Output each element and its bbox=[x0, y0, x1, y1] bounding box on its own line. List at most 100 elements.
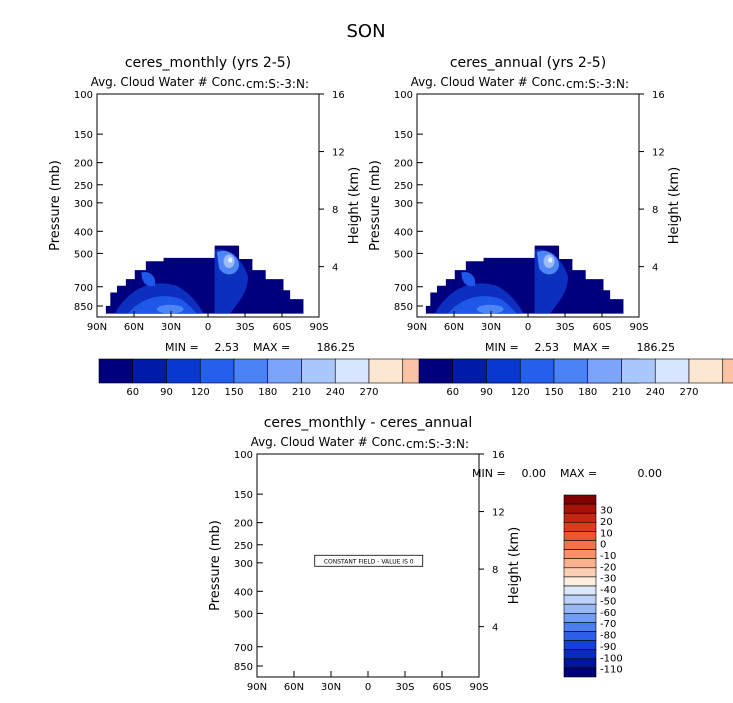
colorbar-swatch bbox=[563, 576, 597, 587]
y2-tick-label: 12 bbox=[492, 508, 505, 519]
y-axis-label: Pressure (mb) bbox=[208, 520, 223, 611]
colorbar-swatch bbox=[563, 540, 597, 550]
x-tick-label: 90N bbox=[247, 682, 267, 693]
y2-tick-label: 4 bbox=[492, 623, 498, 634]
y-tick-label: 850 bbox=[234, 662, 253, 673]
y2-axis-label: Height (km) bbox=[347, 167, 362, 244]
colorbar-swatch bbox=[553, 358, 589, 384]
x-tick-label: 30S bbox=[555, 322, 574, 333]
panel-subtitle: Avg. Cloud Water # Conc. bbox=[91, 75, 246, 89]
field-contour-max bbox=[227, 257, 233, 263]
y-tick-label: 400 bbox=[234, 587, 253, 598]
x-tick-label: 60N bbox=[444, 322, 464, 333]
y2-axis-label: Height (km) bbox=[667, 167, 682, 244]
figure-title: SON bbox=[346, 21, 385, 42]
colorbar-swatch bbox=[563, 521, 597, 532]
y-tick-label: 400 bbox=[74, 227, 93, 238]
x-tick-label: 60S bbox=[272, 322, 291, 333]
x-tick-label: 60S bbox=[592, 322, 611, 333]
colorbar-swatch bbox=[563, 667, 597, 678]
x-tick-label: 90N bbox=[87, 322, 107, 333]
colorbar-label: -30 bbox=[600, 574, 616, 585]
y-tick-label: 300 bbox=[394, 199, 413, 210]
colorbar-label: 180 bbox=[258, 387, 277, 398]
y-tick-label: 150 bbox=[234, 490, 253, 501]
colorbar-swatch bbox=[486, 358, 521, 384]
y-tick-label: 850 bbox=[394, 302, 413, 313]
colorbar-label: 270 bbox=[359, 387, 378, 398]
colorbar-swatch bbox=[452, 358, 487, 384]
x-tick-label: 0 bbox=[525, 322, 531, 333]
x-tick-label: 60N bbox=[284, 682, 304, 693]
panel-diff: ceres_monthly - ceres_annual Avg. Cloud W… bbox=[208, 415, 662, 693]
max-value: 0.00 bbox=[638, 467, 663, 480]
colorbar-swatch bbox=[132, 358, 167, 384]
y2-tick-label: 12 bbox=[332, 148, 345, 159]
colorbar-label: 150 bbox=[544, 387, 563, 398]
y-tick-label: 200 bbox=[394, 159, 413, 170]
colorbar-label: 210 bbox=[612, 387, 631, 398]
colorbar-label: 10 bbox=[600, 528, 613, 539]
colorbar-label: -40 bbox=[600, 585, 616, 596]
y-axis-label: Pressure (mb) bbox=[368, 160, 383, 251]
min-value: 2.53 bbox=[215, 341, 240, 354]
stats: MIN = 2.53 MAX = 186.25 bbox=[165, 341, 355, 354]
panel-title: ceres_monthly - ceres_annual bbox=[264, 415, 473, 431]
colorbar-label: -20 bbox=[600, 562, 616, 573]
colorbar-swatch bbox=[563, 649, 597, 660]
colorbar-label: 20 bbox=[600, 517, 613, 528]
colorbar-swatch bbox=[301, 358, 336, 384]
y-tick-label: 100 bbox=[394, 90, 413, 101]
colorbar-label: 120 bbox=[511, 387, 530, 398]
colorbar-swatch bbox=[233, 358, 269, 384]
y-tick-label: 300 bbox=[74, 199, 93, 210]
colorbar-label: -70 bbox=[600, 619, 616, 630]
y-tick-label: 500 bbox=[394, 249, 413, 260]
x-tick-label: 90S bbox=[469, 682, 488, 693]
y2-tick-label: 8 bbox=[332, 205, 338, 216]
y2-tick-label: 16 bbox=[652, 90, 665, 101]
min-label: MIN = bbox=[472, 467, 506, 480]
colorbar-label: -90 bbox=[600, 642, 616, 653]
colorbar-label: 90 bbox=[480, 387, 493, 398]
region-label: cm:S:-3:N: bbox=[406, 437, 469, 451]
x-tick-label: 60N bbox=[124, 322, 144, 333]
colorbar-swatch bbox=[688, 358, 724, 384]
y-tick-label: 250 bbox=[234, 541, 253, 552]
colorbar-label: 210 bbox=[292, 387, 311, 398]
y-tick-label: 200 bbox=[74, 159, 93, 170]
colorbar-swatch bbox=[267, 358, 302, 384]
x-tick-label: 30N bbox=[321, 682, 341, 693]
colorbar-swatch bbox=[563, 640, 597, 650]
colorbar-label: -50 bbox=[600, 596, 616, 607]
colorbar-swatch bbox=[98, 358, 134, 384]
y2-tick-label: 8 bbox=[652, 205, 658, 216]
y2-tick-label: 4 bbox=[332, 263, 338, 274]
colorbar-swatch bbox=[199, 358, 235, 384]
y2-tick-label: 16 bbox=[332, 90, 345, 101]
field-contour-max bbox=[547, 257, 553, 263]
x-tick-label: 60S bbox=[432, 682, 451, 693]
colorbar-swatch bbox=[563, 531, 597, 541]
max-value: 186.25 bbox=[317, 341, 356, 354]
colorbar-swatch bbox=[418, 358, 454, 384]
colorbar-swatch bbox=[621, 358, 656, 384]
stats: MIN = 0.00 MAX = 0.00 bbox=[472, 467, 662, 480]
y-tick-label: 400 bbox=[394, 227, 413, 238]
colorbar-swatch bbox=[563, 503, 597, 514]
colorbar-label: 30 bbox=[600, 506, 613, 517]
panel-subtitle: Avg. Cloud Water # Conc. bbox=[411, 75, 566, 89]
y2-tick-label: 12 bbox=[652, 148, 665, 159]
max-value: 186.25 bbox=[637, 341, 676, 354]
y-tick-label: 700 bbox=[234, 643, 253, 654]
y-tick-label: 500 bbox=[234, 609, 253, 620]
y-tick-label: 100 bbox=[234, 450, 253, 461]
colorbar-swatch bbox=[563, 622, 597, 632]
x-tick-label: 30S bbox=[395, 682, 414, 693]
x-tick-label: 0 bbox=[365, 682, 371, 693]
colorbar-label: -80 bbox=[600, 631, 616, 642]
colorbar-swatch bbox=[368, 358, 404, 384]
y2-tick-label: 16 bbox=[492, 450, 505, 461]
field-contour-nh-core bbox=[476, 304, 504, 314]
x-tick-label: 30N bbox=[161, 322, 181, 333]
